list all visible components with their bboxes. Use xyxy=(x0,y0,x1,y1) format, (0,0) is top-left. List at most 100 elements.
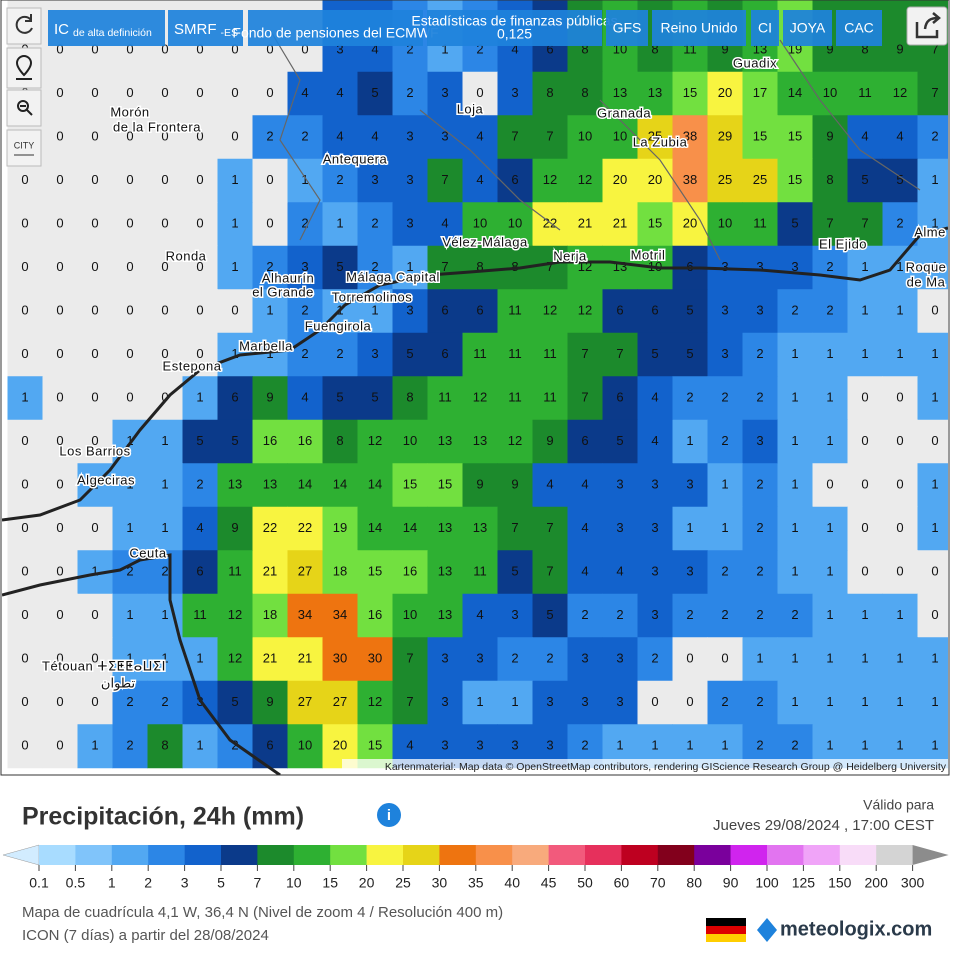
location-button[interactable] xyxy=(6,47,42,89)
precip-value: 12 xyxy=(508,433,522,448)
precip-value: 0 xyxy=(196,259,203,274)
precip-value: 6 xyxy=(441,346,448,361)
legend-tick-label: 45 xyxy=(541,875,557,891)
precip-value: 25 xyxy=(648,128,662,143)
precip-cell xyxy=(182,289,218,334)
precip-cell xyxy=(77,71,113,116)
precip-value: 2 xyxy=(301,346,308,361)
precip-value: 11 xyxy=(228,563,242,578)
precip-value: 6 xyxy=(616,389,623,404)
precip-value: 1 xyxy=(791,476,798,491)
flag-stripe xyxy=(706,934,746,942)
precip-cell xyxy=(707,376,743,421)
place-label: el Grande xyxy=(252,284,314,299)
precip-cell xyxy=(147,71,183,116)
precip-cell xyxy=(707,289,743,334)
precip-value: 25 xyxy=(753,172,767,187)
precip-value: 25 xyxy=(718,172,732,187)
precip-cell xyxy=(7,419,43,464)
precip-value: 0 xyxy=(91,346,98,361)
precip-cell xyxy=(147,637,183,682)
info-button[interactable] xyxy=(377,803,401,827)
refresh-button[interactable] xyxy=(6,7,42,45)
precip-cell xyxy=(217,463,253,508)
precip-cell xyxy=(427,245,463,290)
precip-value: 0 xyxy=(231,128,238,143)
precip-value: 11 xyxy=(193,607,207,622)
precip-cell xyxy=(777,463,813,508)
layer-button[interactable] xyxy=(783,10,832,46)
precip-value: 0 xyxy=(91,259,98,274)
precip-value: 1 xyxy=(686,737,693,752)
button-label: Reino Unido xyxy=(660,20,737,36)
legend-swatch xyxy=(657,845,695,865)
precip-value: 0 xyxy=(896,389,903,404)
layer-button[interactable] xyxy=(168,10,243,46)
precip-value: 7 xyxy=(581,389,588,404)
precip-cell xyxy=(322,637,358,682)
layer-button[interactable] xyxy=(48,10,165,46)
precip-cell xyxy=(392,202,428,247)
precip-cell xyxy=(532,71,568,116)
place-label: تطوان xyxy=(101,675,136,691)
precip-cell xyxy=(147,289,183,334)
precip-cell xyxy=(847,71,883,116)
precip-cell xyxy=(322,115,358,160)
precip-value: 10 xyxy=(823,85,837,100)
precip-value: 2 xyxy=(301,128,308,143)
layer-button[interactable] xyxy=(751,10,779,46)
precip-value: 0 xyxy=(56,302,63,317)
layer-button[interactable] xyxy=(652,10,746,46)
precip-value: 0 xyxy=(56,737,63,752)
precip-cell xyxy=(287,680,323,725)
precip-value: 1 xyxy=(441,41,448,56)
precip-value: 1 xyxy=(196,650,203,665)
zoom-button[interactable] xyxy=(6,89,42,127)
precip-value: 13 xyxy=(473,433,487,448)
brand-name[interactable]: meteologix.com xyxy=(780,918,932,940)
precip-value: 1 xyxy=(231,215,238,230)
precip-value: 7 xyxy=(826,215,833,230)
layer-button[interactable] xyxy=(836,10,882,46)
precip-value: 0 xyxy=(196,346,203,361)
share-button[interactable] xyxy=(906,6,948,46)
precip-value: 0 xyxy=(161,302,168,317)
precip-value: 4 xyxy=(476,607,483,622)
precip-cell xyxy=(357,289,393,334)
precip-cell xyxy=(42,158,78,203)
precip-value: 20 xyxy=(683,215,697,230)
precip-value: 7 xyxy=(406,650,413,665)
precip-cell xyxy=(882,332,918,377)
precip-cell xyxy=(77,332,113,377)
precip-value: 27 xyxy=(333,694,347,709)
precip-value: 1 xyxy=(721,476,728,491)
precip-cell xyxy=(217,680,253,725)
precip-cell xyxy=(532,637,568,682)
precip-value: 1 xyxy=(791,433,798,448)
map[interactable]: 0000000003421246810811913199897000000004… xyxy=(2,0,953,775)
precip-cell xyxy=(812,158,848,203)
precip-value: 1 xyxy=(791,650,798,665)
precip-cell xyxy=(77,637,113,682)
precip-value: 15 xyxy=(788,128,802,143)
city-button[interactable] xyxy=(6,129,42,167)
layer-button[interactable] xyxy=(248,10,423,46)
precip-cell xyxy=(112,289,148,334)
precip-value: 1 xyxy=(931,215,938,230)
precip-value: 0 xyxy=(56,476,63,491)
precip-cell xyxy=(917,202,948,247)
precip-cell xyxy=(532,158,568,203)
precip-cell xyxy=(567,245,603,290)
precip-value: 15 xyxy=(368,563,382,578)
precip-value: 8 xyxy=(546,85,553,100)
layer-button[interactable] xyxy=(606,10,648,46)
precip-cell xyxy=(567,419,603,464)
precip-value: 5 xyxy=(371,389,378,404)
layer-button[interactable] xyxy=(427,10,602,46)
precip-value: 3 xyxy=(406,128,413,143)
precip-cell xyxy=(567,376,603,421)
precip-cell xyxy=(917,289,948,334)
precip-cell xyxy=(7,724,43,769)
precip-value: 3 xyxy=(651,607,658,622)
precip-cell xyxy=(287,550,323,595)
